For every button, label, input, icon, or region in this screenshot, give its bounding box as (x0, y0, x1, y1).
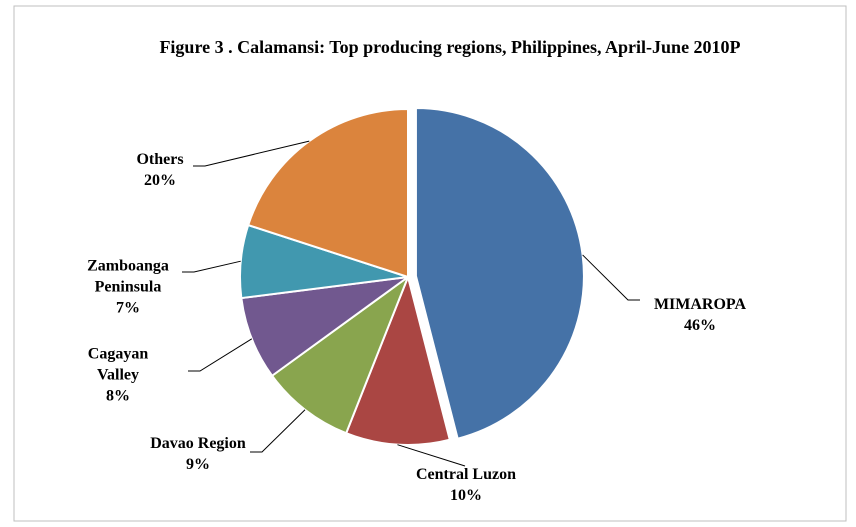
category-label: Central Luzon (416, 466, 516, 483)
data-label: MIMAROPA 46% (630, 294, 770, 336)
leader-line (188, 338, 253, 372)
value-label: 20% (144, 172, 176, 189)
leader-line (397, 444, 466, 467)
leader-line (250, 409, 306, 453)
value-label: 10% (450, 487, 482, 504)
data-label: Others 20% (110, 149, 210, 191)
leader-line (182, 260, 241, 273)
category-label: Davao Region (150, 435, 246, 452)
pie-slice (344, 273, 451, 446)
data-label: Zamboanga Peninsula 7% (78, 256, 178, 319)
value-label: 9% (186, 456, 210, 473)
category-label: Zamboanga Peninsula (87, 257, 169, 296)
pie-slice (414, 106, 585, 440)
pie-slice (246, 107, 409, 279)
data-label: Cagayan Valley 8% (83, 344, 153, 407)
value-label: 7% (116, 299, 140, 317)
data-label: Davao Region 9% (128, 433, 268, 475)
data-label: Central Luzon 10% (396, 464, 536, 506)
value-label: 8% (106, 387, 130, 405)
leader-line (193, 140, 310, 167)
pie-slice (270, 274, 411, 435)
leader-line (582, 254, 640, 301)
category-label: MIMAROPA (653, 296, 747, 313)
category-label: Others (136, 151, 184, 168)
category-label: Cagayan Valley (87, 345, 149, 384)
value-label: 46% (684, 317, 716, 334)
chart-title: Figure 3 . Calamansi: Top producing regi… (159, 37, 741, 57)
